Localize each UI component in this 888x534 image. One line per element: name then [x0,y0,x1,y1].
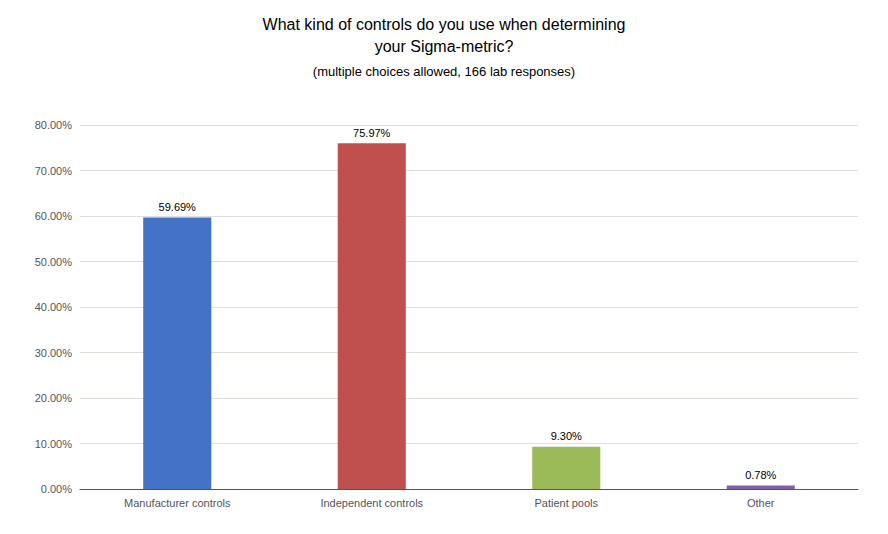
svg-text:0.78%: 0.78% [745,469,776,481]
svg-text:your Sigma-metric?: your Sigma-metric? [375,38,514,55]
svg-text:10.00%: 10.00% [35,438,73,450]
svg-text:Other: Other [747,497,775,509]
svg-text:40.00%: 40.00% [35,301,73,313]
svg-text:What kind of controls do you u: What kind of controls do you use when de… [263,16,626,33]
svg-text:0.00%: 0.00% [41,483,72,495]
svg-text:30.00%: 30.00% [35,347,73,359]
svg-text:Patient pools: Patient pools [534,497,598,509]
svg-text:Independent controls: Independent controls [320,497,423,509]
svg-text:70.00%: 70.00% [35,165,73,177]
svg-text:9.30%: 9.30% [551,430,582,442]
svg-text:80.00%: 80.00% [35,119,73,131]
svg-text:(multiple choices allowed, 166: (multiple choices allowed, 166 lab respo… [313,64,575,79]
svg-text:20.00%: 20.00% [35,392,73,404]
svg-text:75.97%: 75.97% [353,127,391,139]
svg-text:Manufacturer controls: Manufacturer controls [124,497,231,509]
svg-text:50.00%: 50.00% [35,256,73,268]
svg-text:60.00%: 60.00% [35,210,73,222]
svg-text:59.69%: 59.69% [159,201,197,213]
